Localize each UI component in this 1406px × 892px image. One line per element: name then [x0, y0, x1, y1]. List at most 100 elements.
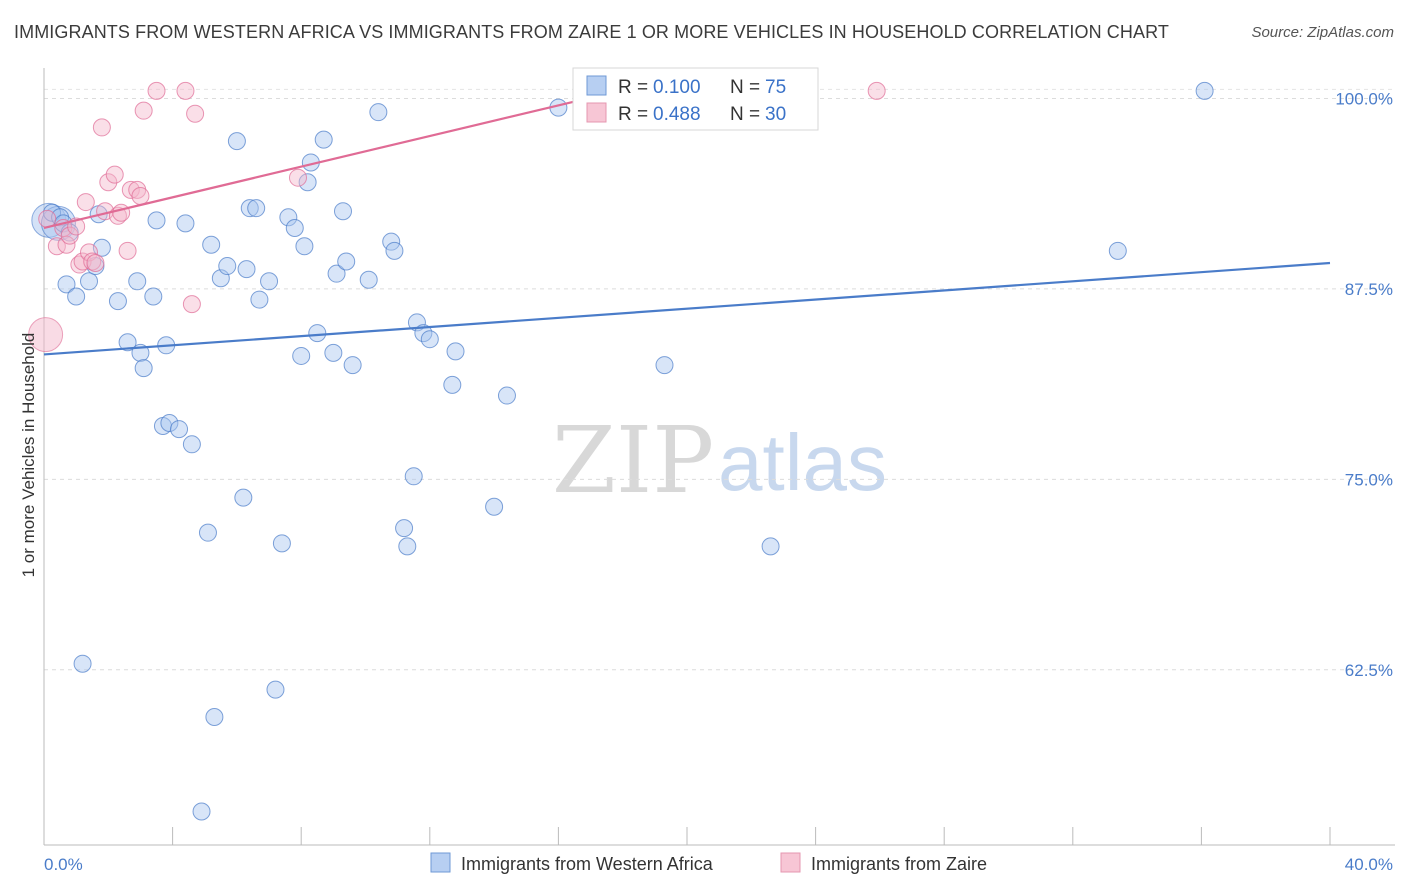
bottom-legend-swatch-pink: [780, 852, 801, 873]
data-point: [867, 81, 886, 100]
watermark-zip: ZIP: [552, 407, 714, 514]
data-point: [234, 488, 253, 507]
data-point: [186, 104, 205, 123]
data-point: [80, 272, 99, 291]
legend-n-label-pink: N =: [730, 104, 760, 125]
data-point: [343, 356, 362, 375]
data-point: [446, 342, 465, 361]
y-tick-label: 75.0%: [1345, 470, 1393, 489]
data-point: [761, 537, 780, 556]
data-point: [314, 130, 333, 149]
data-point: [67, 287, 86, 306]
trend-line-blue: [43, 261, 1331, 356]
data-point: [292, 346, 311, 365]
legend-swatch-pink: [586, 102, 607, 123]
data-point: [285, 218, 304, 237]
data-point: [92, 118, 111, 137]
data-point: [160, 413, 179, 432]
y-tick-labels: 62.5% 75.0% 87.5% 100.0%: [1335, 89, 1393, 679]
y-tick-label: 100.0%: [1335, 89, 1393, 108]
data-point: [108, 292, 127, 311]
legend-n-label-blue: N =: [730, 77, 760, 98]
data-point-large: [28, 317, 64, 353]
data-point: [112, 203, 131, 222]
data-point: [176, 214, 195, 233]
trend-lines: [43, 92, 1331, 356]
x-tick-label-max: 40.0%: [1345, 855, 1393, 874]
data-point: [250, 290, 269, 309]
data-point: [47, 237, 66, 256]
legend-r-label-pink: R =: [618, 104, 648, 125]
x-tick-label-min: 0.0%: [44, 855, 83, 874]
data-point: [118, 333, 137, 352]
data-point: [279, 208, 298, 227]
data-point: [333, 202, 352, 221]
y-tick-label: 87.5%: [1345, 280, 1393, 299]
data-point: [205, 708, 224, 727]
x-tick-labels: 0.0% 40.0%: [44, 855, 1393, 874]
data-point: [308, 324, 327, 343]
data-point: [99, 173, 118, 192]
data-point: [202, 235, 221, 254]
bottom-legend: Immigrants from Western Africa Immigrant…: [430, 852, 987, 874]
data-point: [128, 272, 147, 291]
axes: [43, 68, 1395, 846]
data-point: [295, 237, 314, 256]
data-point: [176, 81, 195, 100]
data-point: [337, 252, 356, 271]
legend-swatch-blue: [586, 75, 607, 96]
watermark-atlas: atlas: [718, 418, 887, 507]
data-point: [73, 252, 92, 271]
bottom-legend-label-blue: Immigrants from Western Africa: [461, 854, 714, 874]
data-point: [182, 295, 201, 314]
data-point: [144, 287, 163, 306]
legend-n-value-pink: 30: [765, 104, 786, 125]
legend-r-label-blue: R =: [618, 77, 648, 98]
data-point: [298, 173, 317, 192]
data-point: [147, 211, 166, 230]
data-point: [218, 257, 237, 276]
data-point: [288, 168, 307, 187]
data-point: [247, 199, 266, 218]
data-point: [83, 252, 102, 271]
data-point: [118, 241, 137, 260]
data-point: [134, 359, 153, 378]
data-point: [1108, 241, 1127, 260]
data-point: [385, 241, 404, 260]
legend-r-value-blue: 0.100: [653, 77, 701, 98]
data-point: [420, 330, 439, 349]
data-point: [485, 497, 504, 516]
data-point: [359, 270, 378, 289]
watermark: ZIP atlas: [552, 407, 887, 514]
data-point: [147, 81, 166, 100]
data-point: [324, 343, 343, 362]
legend-box: R = 0.100 N = 75 R = 0.488 N = 30: [572, 67, 819, 131]
data-point: [105, 165, 124, 184]
chart-title: IMMIGRANTS FROM WESTERN AFRICA VS IMMIGR…: [14, 22, 1169, 42]
data-point: [170, 420, 189, 439]
data-point: [398, 537, 417, 556]
data-point: [198, 523, 217, 542]
data-point: [443, 375, 462, 394]
data-point: [1195, 81, 1214, 100]
data-point: [86, 254, 105, 273]
data-point: [237, 260, 256, 279]
data-point: [260, 272, 279, 291]
data-point: [227, 132, 246, 151]
data-point: [327, 264, 346, 283]
data-point: [60, 226, 79, 245]
bottom-legend-label-pink: Immigrants from Zaire: [811, 854, 987, 874]
y-axis-label: 1 or more Vehicles in Household: [19, 333, 38, 578]
data-point: [121, 180, 140, 199]
legend-n-value-blue: 75: [765, 77, 786, 98]
y-tick-label: 62.5%: [1345, 661, 1393, 680]
data-point: [655, 356, 674, 375]
data-point: [57, 275, 76, 294]
data-point: [369, 103, 388, 122]
data-point: [192, 802, 211, 821]
data-point: [497, 386, 516, 405]
data-point: [76, 193, 95, 212]
legend-r-value-pink: 0.488: [653, 104, 701, 125]
gridlines: [44, 88, 1392, 671]
